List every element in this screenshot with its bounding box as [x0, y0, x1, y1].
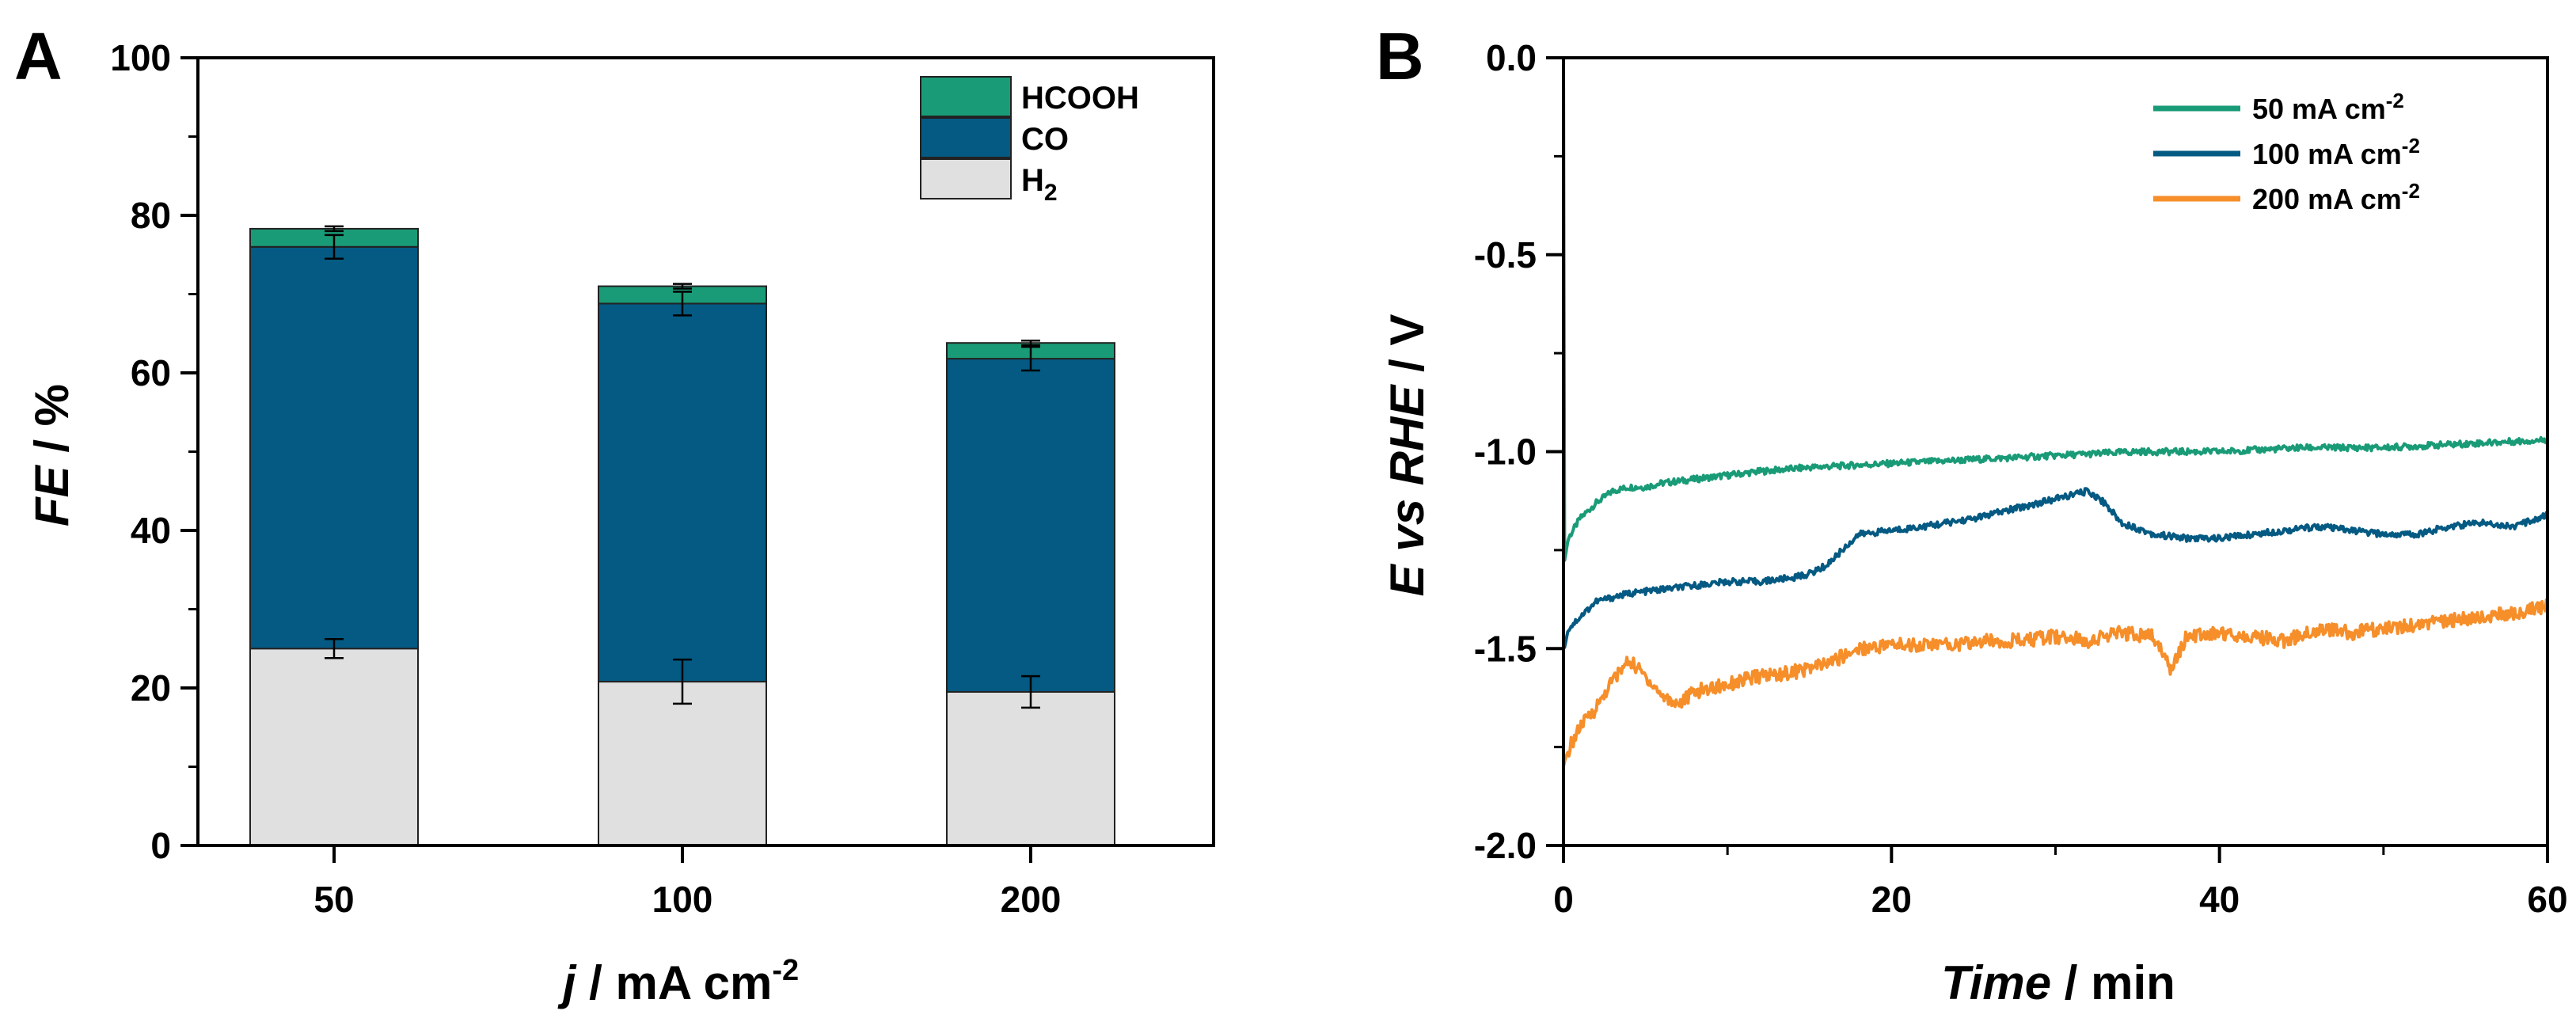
panel-b-axes-frame [1562, 56, 2549, 847]
panel-a-x-axis-title: j / mA cm-2 [557, 954, 799, 1009]
panel-b-ylabel-rest: / V [1381, 314, 1434, 386]
panel-a-legend: HCOOH CO H2 [920, 76, 1139, 206]
panel-a-letter: A [14, 19, 63, 93]
panel-a-ytick-label-0: 0 [150, 825, 171, 866]
legend-swatch-co [920, 117, 1012, 158]
legend-label-h2: H2 [1021, 163, 1058, 206]
panel-b-xtick-label-0: 0 [1553, 879, 1574, 920]
panel-b-ytick-label-2: -1.0 [1474, 431, 1537, 473]
panel-a-xtick-label-200: 200 [1001, 879, 1062, 920]
panel-a-ytick-label-40: 40 [131, 510, 171, 551]
panel-b-xlabel-main: Time [1941, 956, 2051, 1009]
panel-a-plot-area: 0 20 40 60 80 100 50 100 200 HCOOH CO H2 [110, 37, 1215, 920]
panel-b-y-axis-title: E vs RHE / V [1381, 314, 1434, 597]
panel-a-xlabel-main: j [557, 956, 577, 1009]
panel-a-ytick-label-60: 60 [131, 352, 171, 393]
panel-b-ylabel-mid: vs [1381, 485, 1434, 564]
legend-label-sup: -2 [2402, 134, 2420, 158]
legend-label-sup: -2 [2402, 179, 2420, 203]
error-bar-hcooh-100 [673, 283, 692, 290]
panel-b-ytick-label-1: -0.5 [1474, 234, 1537, 276]
panel-a-ytick-label-80: 80 [131, 195, 171, 236]
error-bar-h2-200 [1021, 674, 1040, 709]
panel-b-x-axis-title: Time / min [1941, 956, 2175, 1009]
panel-b-xtick-label-20: 20 [1871, 879, 1912, 920]
panel-a-ytick-label-20: 20 [131, 667, 171, 709]
panel-a-y-axis-title: FE / % [25, 384, 78, 526]
panel-a: A 0 20 40 60 80 100 50 100 200 HCOOH CO H2 FE / % j… [14, 19, 1215, 1009]
bar-h2-50 [249, 648, 419, 846]
bar-co-200 [946, 358, 1115, 693]
error-bar-co-100 [673, 291, 692, 317]
panel-b-letter: B [1376, 19, 1424, 93]
error-bar-hcooh-200 [1021, 339, 1040, 347]
legend-label-main: 100 mA cm [2252, 138, 2402, 170]
legend-label-1: 100 mA cm-2 [2252, 134, 2420, 170]
series-line-200-ma-cm-2 [1562, 598, 2549, 767]
error-bar-co-200 [1021, 345, 1040, 372]
panel-b-ytick-label-4: -2.0 [1474, 825, 1537, 866]
legend-label-main: H [1021, 163, 1044, 198]
legend-label-co: CO [1021, 122, 1069, 157]
panel-a-xtick-label-100: 100 [652, 879, 713, 920]
error-bar-h2-50 [325, 638, 344, 659]
legend-label-main: HCOOH [1021, 81, 1139, 116]
error-bar-co-50 [325, 234, 344, 260]
panel-b-ylabel-main2: RHE [1381, 384, 1434, 486]
panel-a-ylabel-rest: / % [25, 384, 78, 466]
bar-co-50 [249, 245, 419, 650]
panel-b-ylabel-main: E [1381, 563, 1434, 596]
series-line-50-ma-cm-2 [1562, 57, 2549, 562]
legend-label-hcooh: HCOOH [1021, 81, 1139, 116]
legend-label-0: 50 mA cm-2 [2252, 89, 2404, 125]
bar-h2-200 [946, 690, 1115, 846]
panel-a-ytick-label-100: 100 [110, 37, 171, 78]
bar-co-100 [598, 302, 767, 683]
panel-a-xlabel-rest: / mA cm [576, 956, 773, 1009]
error-bar-hcooh-50 [325, 225, 344, 233]
panel-b-xlabel-rest: / min [2051, 956, 2175, 1009]
error-bar-h2-100 [673, 658, 692, 705]
legend-label-main: 50 mA cm [2252, 93, 2386, 125]
series-line-100-ma-cm-2 [1562, 487, 2549, 650]
panel-a-xtick-label-50: 50 [313, 879, 354, 920]
panel-b-ytick-label-3: -1.5 [1474, 628, 1537, 669]
legend-label-sub: 2 [1044, 180, 1058, 206]
legend-swatch-hcooh [920, 76, 1012, 117]
legend-label-sup: -2 [2386, 89, 2404, 112]
legend-label-2: 200 mA cm-2 [2252, 179, 2420, 215]
panel-b-ytick-label-0: 0.0 [1486, 37, 1537, 78]
panel-b-xtick-label-40: 40 [2199, 879, 2240, 920]
panel-a-xlabel-sup: -2 [772, 954, 799, 987]
bar-h2-100 [598, 681, 767, 846]
panel-b-xtick-label-60: 60 [2527, 879, 2567, 920]
panel-a-ylabel-main: FE [25, 464, 78, 526]
legend-swatch-h2 [920, 158, 1012, 200]
legend-label-main: CO [1021, 122, 1069, 157]
legend-label-main: 200 mA cm [2252, 183, 2402, 215]
